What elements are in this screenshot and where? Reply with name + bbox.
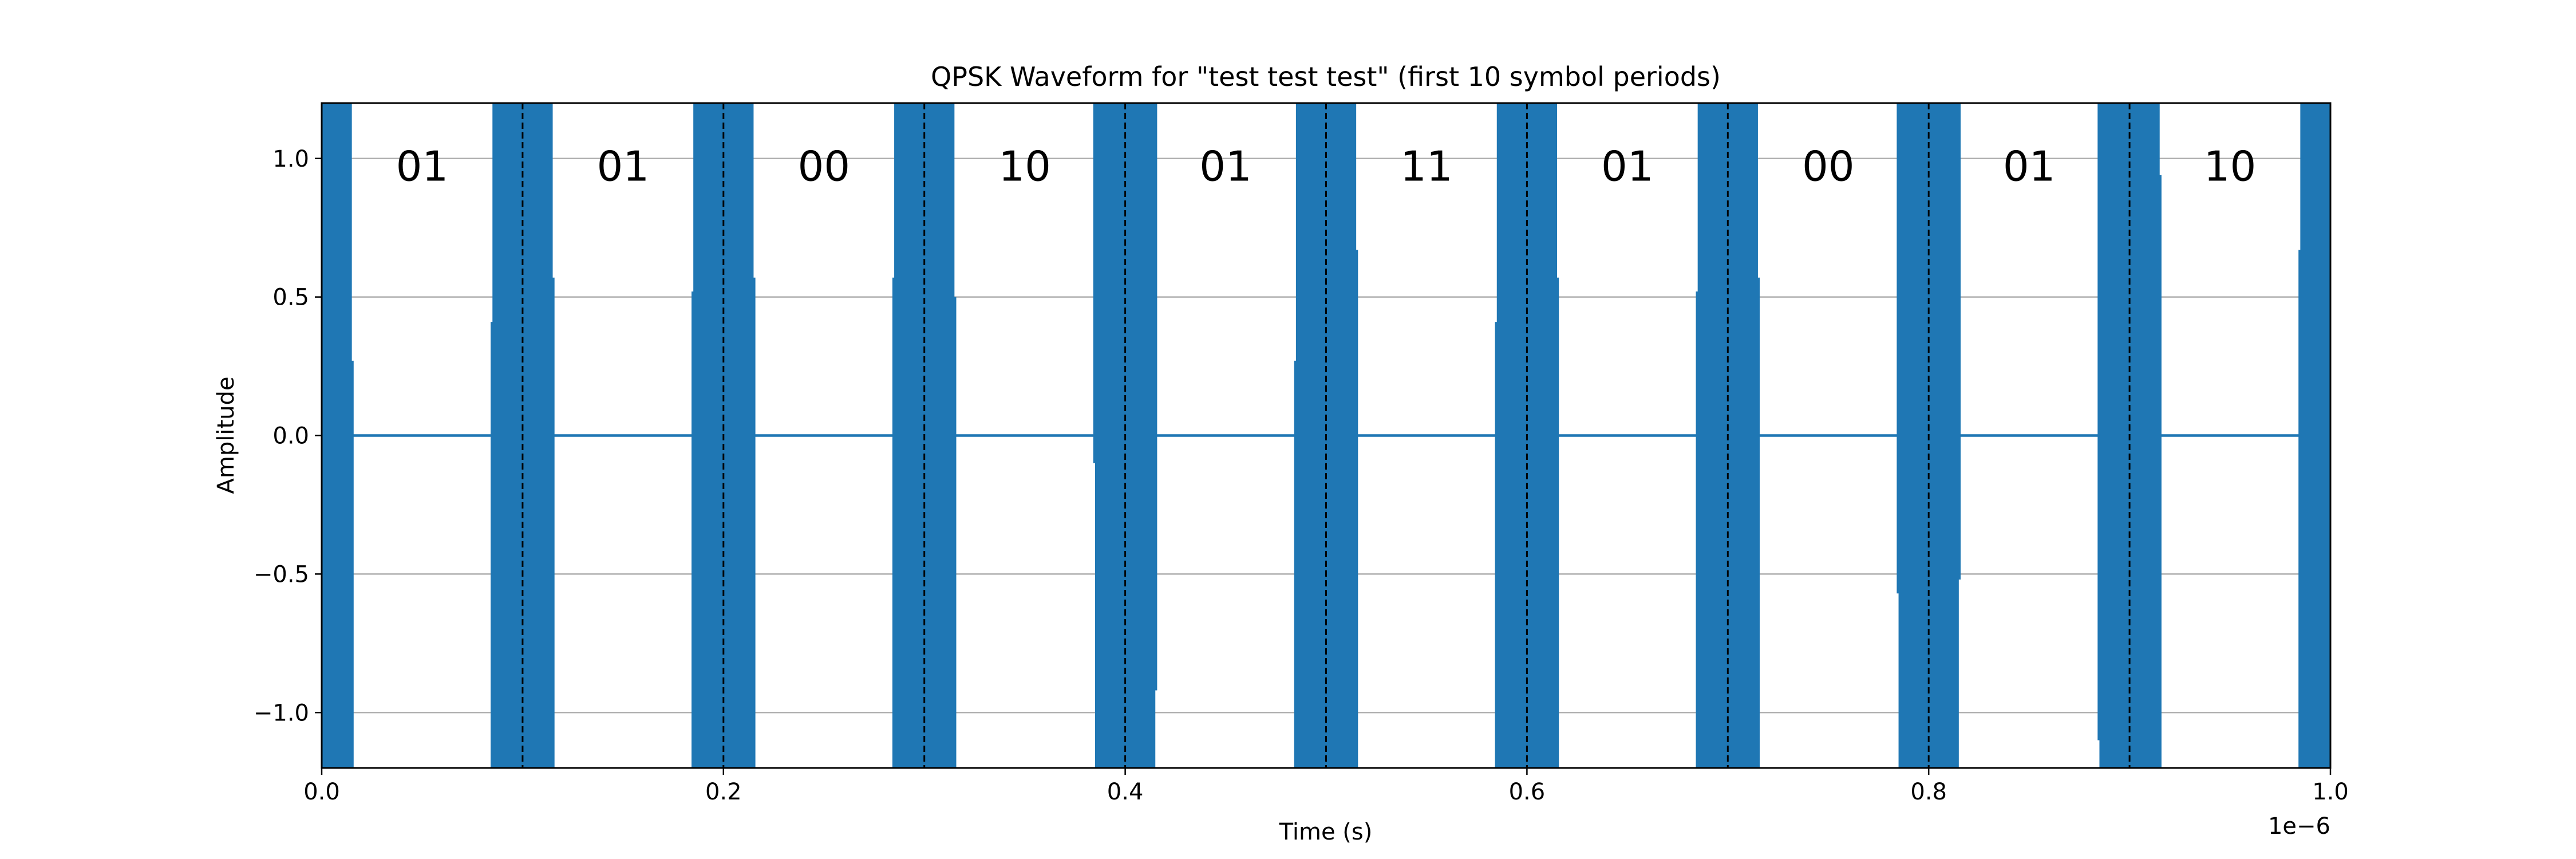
symbol-label-5: 11 xyxy=(1400,142,1453,190)
symbol-label-1: 01 xyxy=(597,142,650,190)
x-axis-label: Time (s) xyxy=(1279,819,1373,845)
symbol-label-4: 01 xyxy=(1199,142,1252,190)
symbol-label-6: 01 xyxy=(1601,142,1654,190)
x-tick-label-2: 0.4 xyxy=(1107,779,1144,805)
symbol-label-7: 00 xyxy=(1802,142,1855,190)
x-tick-label-1: 0.2 xyxy=(705,779,742,805)
y-axis-label: Amplitude xyxy=(213,377,239,494)
y-tick-label-2: 0.0 xyxy=(272,423,309,450)
waveform-burst-10 xyxy=(2298,103,2330,768)
symbol-label-9: 10 xyxy=(2204,142,2257,190)
chart-title: QPSK Waveform for "test test test" (firs… xyxy=(931,61,1721,92)
symbol-label-2: 00 xyxy=(797,142,850,190)
axes: 0.0 0.2 0.4 0.6 0.8 1.0 1.0 0.5 0.0 −0.5 −1.0 xyxy=(254,146,2349,805)
waveform-burst-0 xyxy=(322,103,354,768)
y-tick-label-0: 1.0 xyxy=(272,146,309,172)
symbol-boundary-lines xyxy=(521,103,2131,768)
x-tick-label-0: 0.0 xyxy=(303,779,340,805)
y-tick-label-4: −1.0 xyxy=(254,700,309,726)
x-tick-label-4: 0.8 xyxy=(1910,779,1947,805)
symbol-label-8: 01 xyxy=(2003,142,2056,190)
y-tick-label-1: 0.5 xyxy=(272,285,309,311)
x-axis-offset-label: 1e−6 xyxy=(2268,813,2330,840)
y-tick-label-3: −0.5 xyxy=(254,561,309,588)
x-tick-label-5: 1.0 xyxy=(2312,779,2349,805)
symbol-labels: 01 01 00 10 01 11 01 00 01 10 xyxy=(396,142,2257,190)
x-tick-label-3: 0.6 xyxy=(1509,779,1546,805)
symbol-label-3: 10 xyxy=(998,142,1051,190)
symbol-label-0: 01 xyxy=(396,142,449,190)
